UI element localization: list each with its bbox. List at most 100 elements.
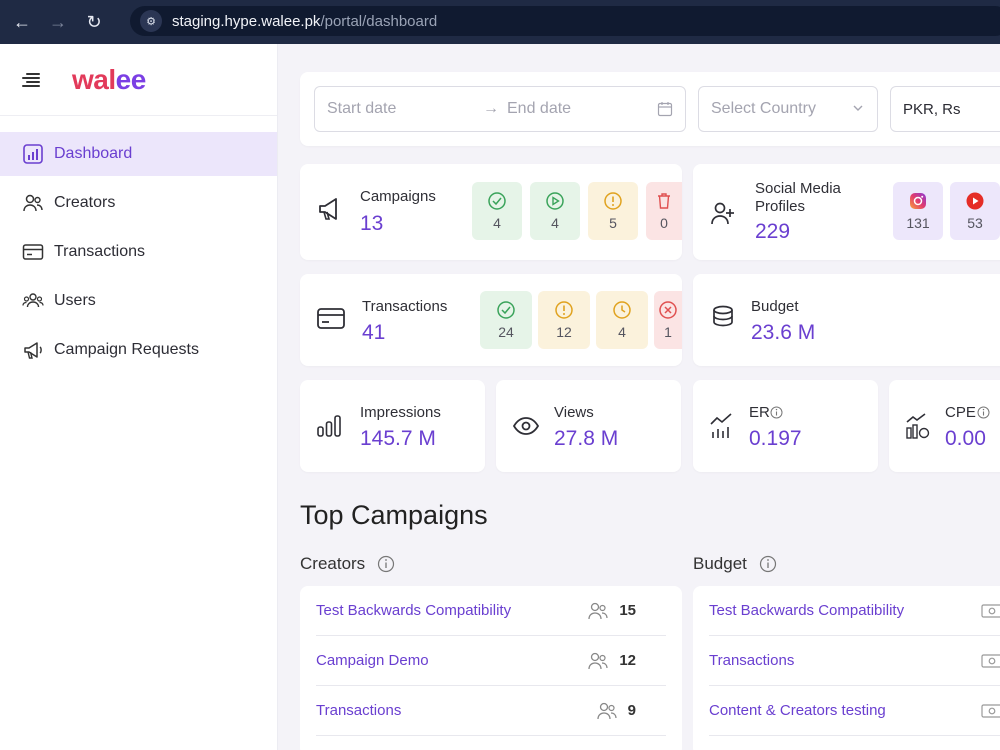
info-icon[interactable]: [770, 406, 783, 419]
country-select[interactable]: Select Country: [698, 86, 878, 132]
currency-select[interactable]: PKR, Rs: [890, 86, 1000, 132]
end-date-input[interactable]: End date: [507, 100, 572, 117]
info-icon[interactable]: [377, 555, 395, 573]
transactions-completed-badge[interactable]: 24: [480, 291, 532, 349]
instagram-badge[interactable]: 131: [893, 182, 943, 240]
sidebar: walee Dashboard Creators Transactions Us…: [0, 44, 278, 750]
campaign-name-link[interactable]: Campaign Demo: [316, 652, 429, 669]
badge-count: 53: [967, 215, 983, 231]
top-campaigns-title: Top Campaigns: [300, 500, 488, 530]
er-label: ER: [749, 404, 770, 421]
site-settings-icon[interactable]: ⚙: [140, 10, 162, 32]
bar-chart-icon: [23, 144, 43, 164]
list-item[interactable]: Campaign Demo 12: [316, 636, 666, 686]
budget-value: 23.6 M: [751, 321, 816, 344]
chevron-down-icon: [853, 105, 863, 111]
campaigns-deleted-badge[interactable]: 0: [646, 182, 682, 240]
creators-icon: [23, 194, 43, 212]
transactions-value: 41: [362, 321, 386, 344]
start-date-input[interactable]: Start date: [327, 100, 397, 117]
card-icon: [317, 308, 345, 329]
sidebar-item-label: Users: [54, 292, 96, 309]
alert-circle-icon: [555, 301, 573, 319]
menu-collapse-icon[interactable]: [22, 72, 40, 87]
money-icon: [981, 603, 1000, 618]
info-icon[interactable]: [759, 555, 777, 573]
sidebar-item-label: Transactions: [54, 243, 145, 260]
trash-icon: [658, 193, 670, 209]
creators-icon: [588, 602, 608, 619]
back-arrow-icon[interactable]: ←: [13, 11, 31, 32]
megaphone-icon: [24, 342, 42, 359]
social-profiles-card: Social Media Profiles 229 131 53: [693, 164, 1000, 260]
campaigns-active-badge[interactable]: 4: [472, 182, 522, 240]
forward-arrow-icon[interactable]: →: [49, 11, 67, 32]
campaign-name-link[interactable]: Test Backwards Compatibility: [316, 602, 512, 619]
instagram-icon: [910, 193, 926, 209]
transactions-failed-badge[interactable]: 1: [654, 291, 682, 349]
sidebar-item-dashboard[interactable]: Dashboard: [0, 132, 277, 176]
trend-chart-icon: [710, 413, 732, 438]
arrow-right-icon: →: [483, 100, 499, 117]
social-profiles-value: 229: [755, 220, 791, 243]
creators-icon: [597, 702, 617, 719]
creator-count: 15: [587, 601, 636, 621]
views-value: 27.8 M: [554, 427, 619, 450]
list-item[interactable]: Transactions 9: [316, 686, 666, 736]
budget-subhead: Budget: [693, 554, 777, 574]
list-item[interactable]: Test Backwards Compatibility: [709, 586, 1000, 636]
campaigns-running-badge[interactable]: 4: [530, 182, 580, 240]
transactions-card: Transactions 41 24 12 4 1: [300, 274, 682, 366]
card-icon: [22, 244, 44, 260]
browser-toolbar: ← → ↻ ⚙ staging.hype.walee.pk /portal/da…: [0, 0, 1000, 44]
check-circle-icon: [497, 301, 515, 319]
transactions-label: Transactions: [362, 298, 448, 315]
views-label: Views: [554, 404, 594, 421]
campaigns-value: 13: [360, 212, 384, 235]
creator-count: 12: [587, 651, 636, 671]
clock-icon: [613, 301, 631, 319]
walee-logo[interactable]: walee: [72, 63, 146, 95]
info-icon[interactable]: [977, 406, 990, 419]
country-select-placeholder: Select Country: [711, 100, 816, 117]
campaign-name-link[interactable]: Transactions: [316, 702, 402, 719]
sidebar-item-campaign-requests[interactable]: Campaign Requests: [0, 328, 277, 372]
campaigns-pending-badge[interactable]: 5: [588, 182, 638, 240]
address-bar[interactable]: ⚙ staging.hype.walee.pk /portal/dashboar…: [130, 6, 1000, 36]
budget-subhead-label: Budget: [693, 554, 747, 573]
sidebar-nav: Dashboard Creators Transactions Users Ca…: [0, 132, 277, 372]
campaign-name-link[interactable]: Transactions: [709, 652, 795, 669]
list-item[interactable]: Transactions: [709, 636, 1000, 686]
currency-value: PKR, Rs: [903, 100, 961, 118]
campaigns-label: Campaigns: [360, 188, 436, 205]
transactions-pending-badge[interactable]: 4: [596, 291, 648, 349]
bar-chart-icon: [317, 415, 341, 437]
sidebar-header: walee: [0, 44, 277, 116]
list-item[interactable]: Test Backwards Compatibility 15: [316, 586, 666, 636]
sidebar-item-creators[interactable]: Creators: [0, 181, 277, 225]
creator-count-value: 15: [619, 602, 636, 619]
social-profiles-label: Social Media Profiles: [755, 180, 841, 215]
creator-count: 9: [596, 701, 636, 721]
date-range-picker[interactable]: Start date → End date: [314, 86, 686, 132]
budget-card: Budget 23.6 M: [693, 274, 1000, 366]
money-icon: [981, 703, 1000, 718]
badge-count: 4: [618, 324, 626, 340]
transactions-alert-badge[interactable]: 12: [538, 291, 590, 349]
reload-icon[interactable]: ↻: [86, 11, 102, 32]
campaign-name-link[interactable]: Content & Creators testing: [709, 702, 886, 719]
sidebar-item-transactions[interactable]: Transactions: [0, 230, 277, 274]
growth-chart-icon: [906, 413, 930, 439]
list-item[interactable]: Content & Creators testing: [709, 686, 1000, 736]
budget-label: Budget: [751, 298, 799, 315]
main-content: Start date → End date Select Country PKR…: [278, 44, 1000, 750]
sidebar-item-label: Creators: [54, 194, 116, 211]
youtube-badge[interactable]: 53: [950, 182, 1000, 240]
coins-stack-icon: [713, 305, 733, 327]
campaign-name-link[interactable]: Test Backwards Compatibility: [709, 602, 905, 619]
creators-subhead: Creators: [300, 554, 395, 574]
url-host: staging.hype.walee.pk: [172, 12, 321, 30]
cpe-card: CPE 0.00: [889, 380, 1000, 472]
x-circle-icon: [659, 301, 677, 319]
sidebar-item-users[interactable]: Users: [0, 279, 277, 323]
